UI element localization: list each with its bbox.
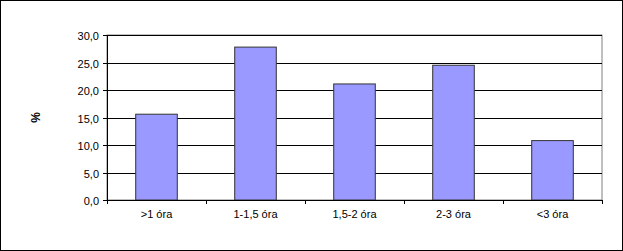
grid-line: [107, 35, 602, 36]
y-tick: [103, 145, 107, 146]
x-tick: [206, 200, 207, 204]
y-tick: [103, 90, 107, 91]
y-tick: [103, 173, 107, 174]
x-tick-label: >1 óra: [141, 208, 173, 220]
plot-frame: [107, 35, 602, 200]
chart: 0,0 5,0 10,0 15,0 20,0 25,0 30,0 >1 óra 1-1,5 ór…: [0, 0, 623, 251]
y-axis-label: %: [29, 112, 43, 123]
y-tick-label: 10,0: [78, 140, 99, 152]
y-tick-label: 15,0: [78, 113, 99, 125]
bar: [334, 84, 376, 200]
grid-line: [107, 63, 602, 64]
y-axis: [107, 35, 108, 200]
x-tick: [305, 200, 306, 204]
grid-line: [107, 200, 602, 201]
x-tick-label: 2-3 óra: [436, 208, 472, 220]
y-tick-label: 20,0: [78, 85, 99, 97]
x-tick: [602, 200, 603, 204]
bar: [235, 47, 277, 200]
y-tick-label: 5,0: [84, 168, 99, 180]
y-tick: [103, 200, 107, 201]
y-tick-label: 30,0: [78, 30, 99, 42]
x-tick-label: 1-1,5 óra: [233, 208, 278, 220]
bar: [532, 141, 574, 200]
x-tick: [404, 200, 405, 204]
y-tick: [103, 63, 107, 64]
outer-frame: [1, 1, 623, 251]
bar: [433, 65, 475, 200]
bars: [136, 47, 574, 200]
x-tick: [503, 200, 504, 204]
x-tick: [107, 200, 108, 204]
y-tick: [103, 118, 107, 119]
x-axis: [107, 200, 602, 201]
x-tick-label: 1,5-2 óra: [332, 208, 377, 220]
y-tick-label: 25,0: [78, 58, 99, 70]
y-tick-label: 0,0: [84, 195, 99, 207]
bar: [136, 114, 178, 200]
y-tick: [103, 35, 107, 36]
x-tick-label: <3 óra: [537, 208, 569, 220]
